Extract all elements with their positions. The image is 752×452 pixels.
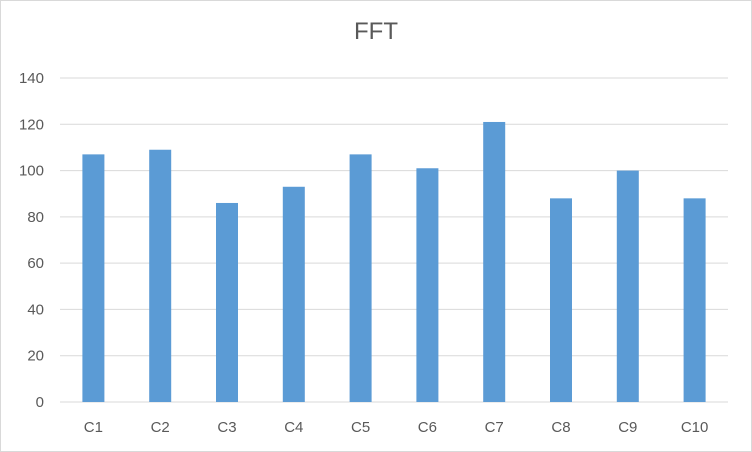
y-tick-label: 80	[27, 209, 44, 226]
bar-c7	[483, 121, 506, 402]
y-tick-label: 60	[27, 255, 44, 272]
bar-c9	[616, 170, 639, 402]
x-tick-label: C8	[551, 419, 570, 436]
x-tick-label: C4	[284, 419, 303, 436]
x-tick-label: C9	[618, 419, 637, 436]
chart-title: FFT	[354, 18, 398, 45]
y-tick-label: 120	[19, 116, 44, 133]
x-tick-label: C3	[217, 419, 236, 436]
y-tick-label: 40	[27, 301, 44, 318]
bar-c8	[550, 198, 572, 402]
bar-c5	[349, 154, 372, 402]
y-tick-label: 0	[36, 394, 44, 411]
bar-c4	[282, 186, 305, 402]
y-tick-label: 20	[27, 348, 44, 365]
x-tick-label: C7	[485, 419, 504, 436]
x-tick-label: C2	[151, 419, 170, 436]
bar-c3	[216, 202, 238, 402]
x-tick-label: C10	[681, 419, 709, 436]
x-tick-label: C1	[84, 419, 103, 436]
y-tick-label: 100	[19, 163, 44, 180]
bar-c10	[683, 198, 706, 402]
x-tick-label: C6	[418, 419, 437, 436]
bar-c1	[82, 154, 105, 402]
y-tick-label: 140	[19, 70, 44, 87]
bar-c2	[149, 149, 172, 402]
x-tick-label: C5	[351, 419, 370, 436]
bar-c6	[416, 168, 439, 402]
